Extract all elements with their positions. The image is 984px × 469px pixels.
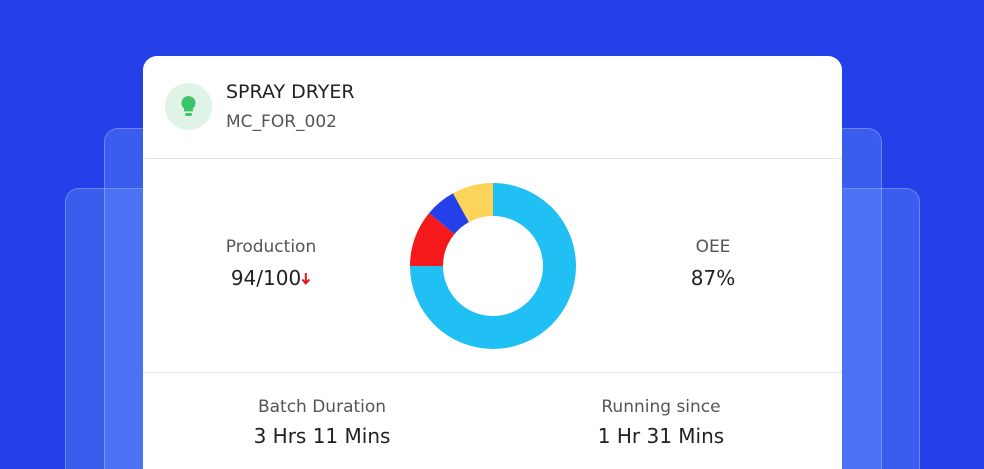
machine-id: MC_FOR_002	[226, 112, 337, 132]
donut-segment	[453, 183, 494, 223]
stat-text: 94/100	[230, 266, 302, 290]
donut-segment	[410, 183, 576, 349]
stat-value: 94/100	[231, 266, 311, 290]
stat-value: 1 Hr 31 Mins	[597, 424, 725, 448]
stat-label: Running since	[601, 397, 721, 417]
stat-value: 3 Hrs 11 Mins	[253, 424, 391, 448]
status-icon	[165, 83, 212, 130]
trend-down-icon	[301, 273, 311, 286]
divider	[143, 372, 842, 373]
divider	[143, 158, 842, 159]
stat-label: Batch Duration	[257, 397, 387, 417]
donut-segment	[410, 213, 455, 267]
stat-value: 87%	[690, 266, 736, 290]
stat-label: OEE	[695, 237, 731, 257]
donut-chart	[410, 183, 576, 349]
stat-label: Production	[225, 237, 317, 257]
machine-title: SPRAY DRYER	[226, 81, 355, 103]
machine-card[interactable]: SPRAY DRYER MC_FOR_002 Production 94/100…	[143, 56, 842, 469]
donut-segment	[429, 193, 470, 235]
